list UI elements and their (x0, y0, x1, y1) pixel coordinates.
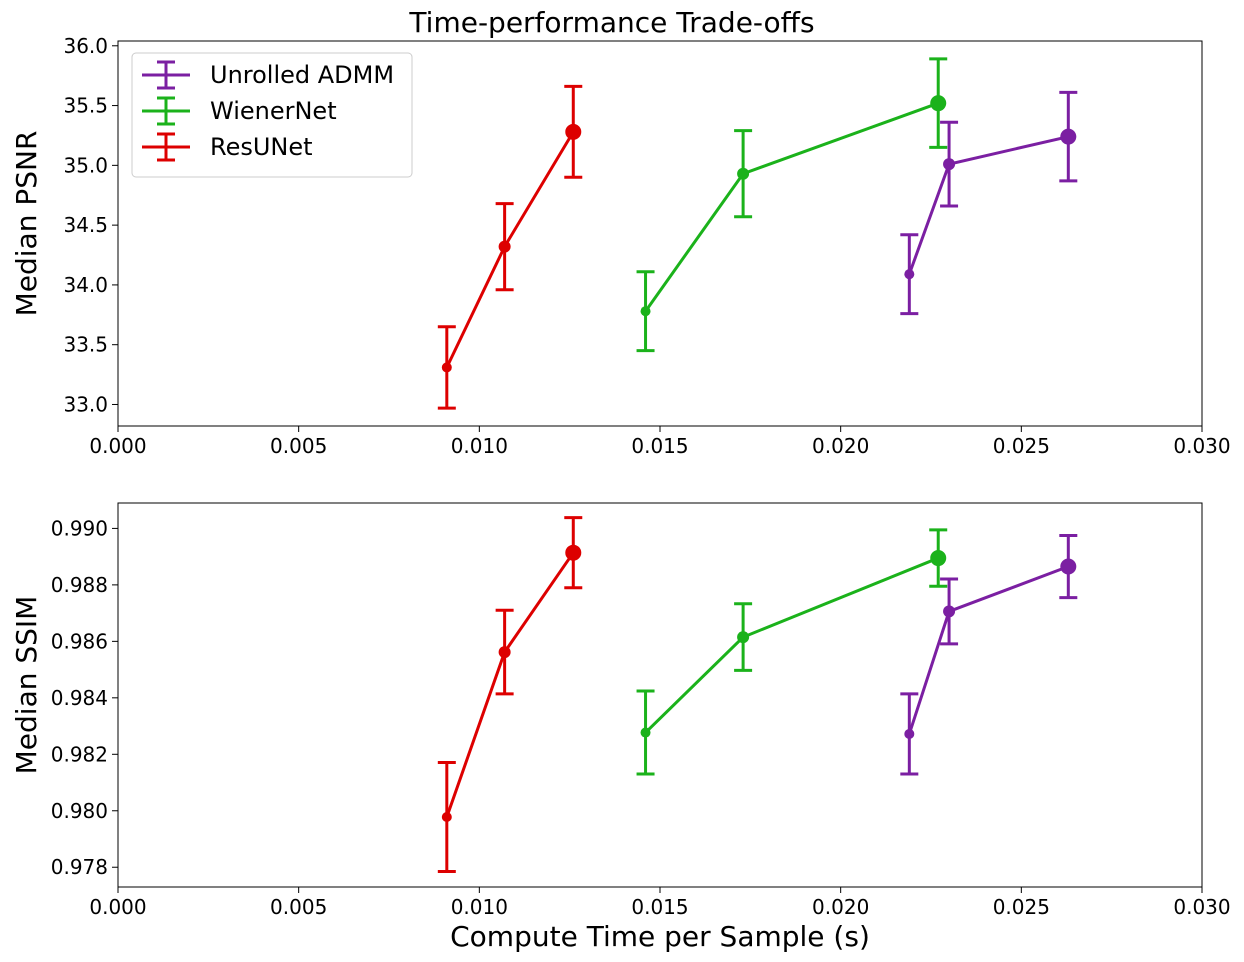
y-tick-label: 0.984 (51, 686, 108, 710)
x-tick-label: 0.030 (1173, 434, 1230, 458)
x-tick-label: 0.010 (451, 434, 508, 458)
legend-label-wienernet: WienerNet (210, 97, 337, 125)
data-point-resunet (498, 646, 511, 659)
x-tick-label: 0.005 (270, 434, 327, 458)
series-line-resunet (445, 551, 575, 818)
x-tick-label: 0.015 (631, 895, 688, 919)
data-point-unrolled-admm (904, 728, 915, 739)
data-point-wienernet (737, 631, 750, 644)
data-point-resunet (441, 362, 452, 373)
y-tick-label: 0.982 (51, 742, 108, 766)
y-tick-label: 0.980 (51, 799, 108, 823)
psnr-subplot: 0.000 0.005 0.010 0.015 0.020 0.025 0.030 33.0 3… (10, 34, 1231, 458)
data-point-resunet (441, 811, 452, 822)
legend-label-unrolled-admm: Unrolled ADMM (210, 61, 394, 89)
data-point-resunet (498, 240, 511, 253)
x-tick-label: 0.020 (812, 895, 869, 919)
x-tick-label: 0.000 (89, 895, 146, 919)
x-tick-label: 0.020 (812, 434, 869, 458)
y-tick-label: 34.5 (63, 213, 108, 237)
x-tick-label: 0.005 (270, 895, 327, 919)
series-line-wienernet (644, 101, 939, 313)
legend-box (131, 52, 413, 178)
y-tick-label: 36.0 (63, 34, 108, 58)
y-axis-label: Median PSNR (10, 131, 43, 317)
data-point-wienernet (930, 95, 947, 112)
data-point-wienernet (737, 167, 750, 180)
y-tick-label: 33.0 (63, 392, 108, 416)
y-tick-label: 34.0 (63, 273, 108, 297)
x-tick-label: 0.000 (89, 434, 146, 458)
data-point-wienernet (640, 727, 651, 738)
series-line-unrolled-admm (907, 565, 1069, 735)
data-point-unrolled-admm (904, 269, 915, 280)
y-tick-label: 0.990 (51, 516, 108, 540)
data-point-unrolled-admm (943, 158, 956, 171)
series-line-unrolled-admm (907, 135, 1069, 275)
y-tick-label: 0.986 (51, 629, 108, 653)
y-tick-label: 35.0 (63, 153, 108, 177)
legend-label-resunet: ResUNet (210, 133, 313, 161)
data-point-wienernet (640, 306, 651, 317)
x-tick-label: 0.025 (993, 434, 1050, 458)
ssim-subplot: 0.000 0.005 0.010 0.015 0.020 0.025 0.030 0.978… (10, 502, 1231, 919)
axes-frame (117, 502, 1203, 888)
chart-title: Time-performance Trade-offs (408, 6, 814, 39)
data-point-unrolled-admm (1060, 558, 1077, 575)
x-tick-label: 0.025 (993, 895, 1050, 919)
data-point-unrolled-admm (1060, 128, 1077, 145)
x-tick-label: 0.010 (451, 895, 508, 919)
y-tick-label: 33.5 (63, 333, 108, 357)
x-axis-label: Compute Time per Sample (s) (450, 920, 870, 953)
y-tick-label: 0.978 (51, 855, 108, 879)
y-axis-label: Median SSIM (10, 596, 43, 775)
data-point-resunet (565, 123, 582, 140)
data-point-resunet (565, 544, 582, 561)
y-tick-label: 35.5 (63, 94, 108, 118)
series-line-resunet (445, 131, 575, 369)
series-line-wienernet (644, 556, 939, 734)
x-tick-label: 0.030 (1173, 895, 1230, 919)
data-point-wienernet (930, 550, 947, 567)
y-tick-label: 0.988 (51, 573, 108, 597)
x-tick-label: 0.015 (631, 434, 688, 458)
data-point-unrolled-admm (943, 605, 956, 618)
